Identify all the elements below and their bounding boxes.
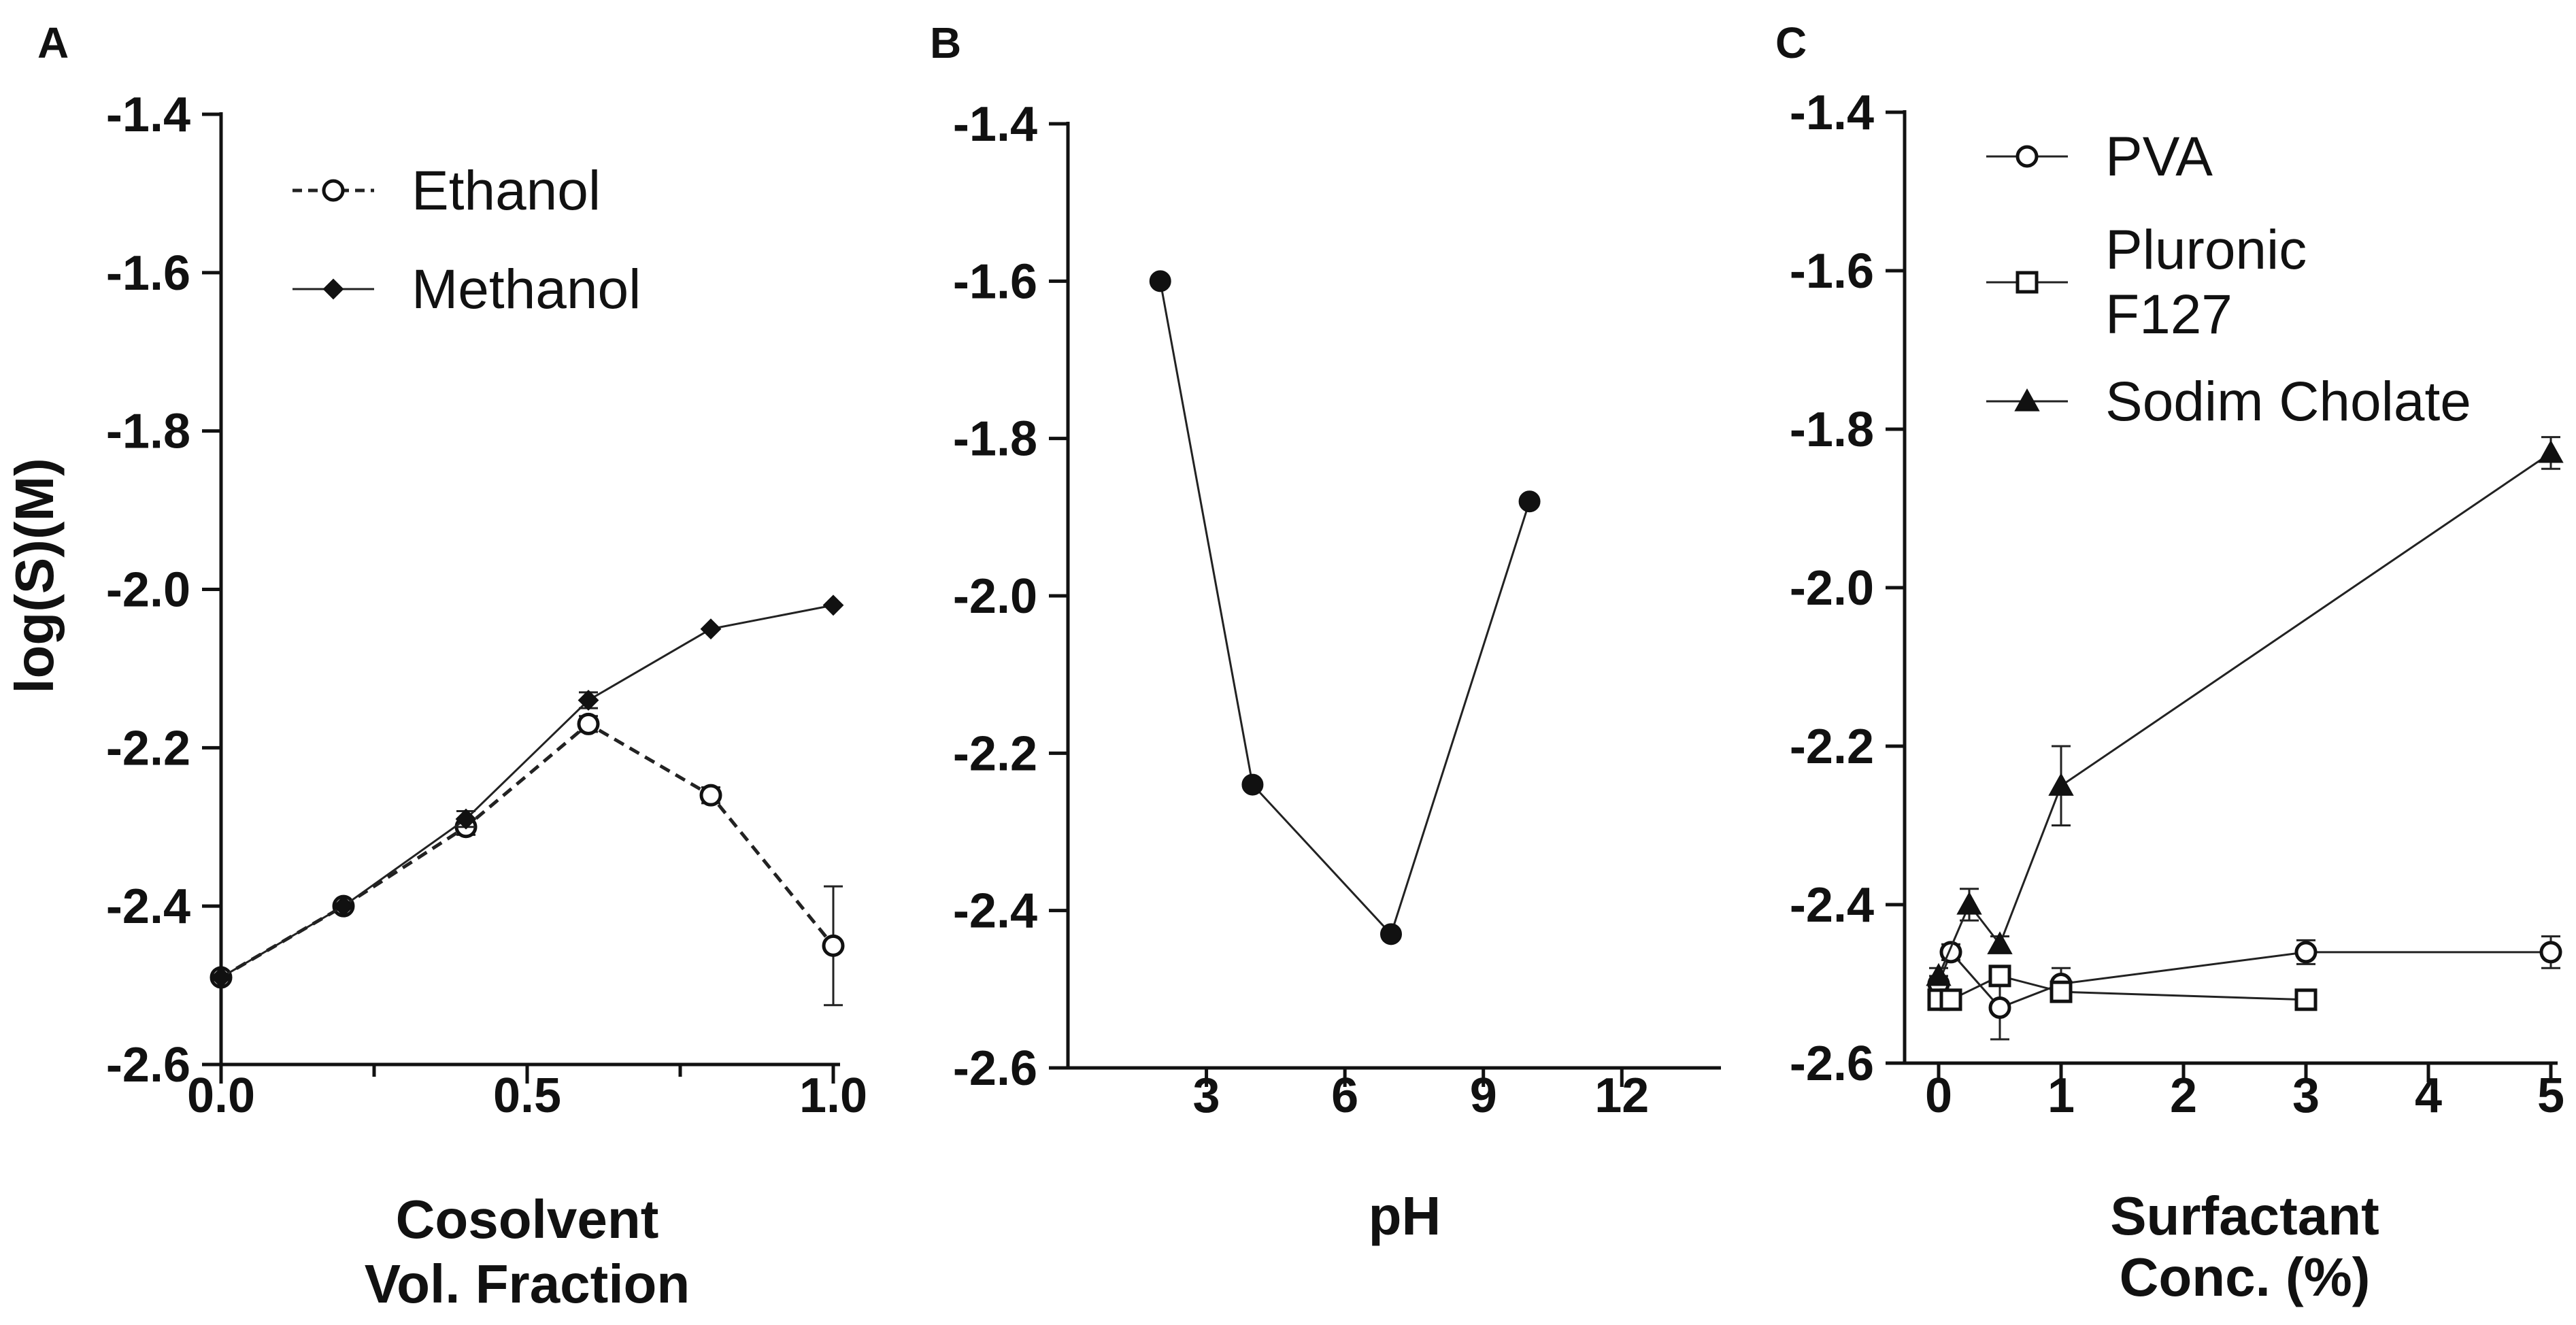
legend-marker xyxy=(2015,271,2039,294)
data-point-methanol xyxy=(700,618,722,640)
legend-item-ethanol: Ethanol xyxy=(292,160,601,222)
y-tick-label: -2.2 xyxy=(1790,720,1874,774)
data-point-pluronic-f127 xyxy=(2050,980,2073,1003)
panel-label-b: B xyxy=(930,18,961,67)
data-point-sodim-cholate xyxy=(1956,891,1982,915)
y-tick-label: -1.6 xyxy=(106,246,190,301)
panel-b: -1.4 -1.6 -1.8 -2.0 -2.2 -2.4 -2.6 3 6 9 12 pH xyxy=(953,97,1721,1246)
y-tick-label: -2.6 xyxy=(1790,1037,1874,1091)
data-point-ph xyxy=(1380,923,1402,945)
data-point-methanol xyxy=(822,594,844,616)
legend-label: F127 xyxy=(2105,284,2232,346)
y-tick-label: -2.2 xyxy=(106,721,190,775)
y-tick-label: -1.6 xyxy=(1790,244,1874,299)
series-sodim-cholate xyxy=(1926,436,2564,986)
legend-label: Ethanol xyxy=(412,160,601,222)
x-tick-label: 0.0 xyxy=(187,1069,255,1123)
y-axis-title: log(S)(M) xyxy=(4,458,65,694)
legend-label: Methanol xyxy=(412,258,641,320)
y-tick-label: -2.6 xyxy=(106,1038,190,1092)
series-line-ph xyxy=(1159,281,1531,937)
series-pluronic-f127 xyxy=(1927,965,2318,1011)
data-point-ph xyxy=(1518,490,1541,513)
x-tick-label: 1.0 xyxy=(799,1069,867,1123)
data-point-pva xyxy=(1988,996,2011,1019)
data-point-sodim-cholate xyxy=(2538,439,2564,463)
x-axis-title: Cosolvent xyxy=(396,1189,659,1249)
data-point-pluronic-f127 xyxy=(2294,988,2318,1011)
data-point-ph xyxy=(1149,270,1171,292)
y-tick-label: -2.0 xyxy=(1790,561,1874,616)
legend-marker xyxy=(2015,145,2039,168)
data-point-sodim-cholate xyxy=(2048,773,2074,796)
x-tick-label: 5 xyxy=(2537,1069,2564,1123)
panel-a: -1.4 -1.6 -1.8 -2.0 -2.2 -2.4 -2.60.0 0.5 1.0 Cos… xyxy=(4,88,867,1314)
panel-label-c: C xyxy=(1775,18,1807,67)
panel-c: -1.4 -1.6 -1.8 -2.0 -2.2 -2.4 -2.6 0 1 2 3 4 5 Surfac… xyxy=(1790,86,2564,1307)
data-point-pva xyxy=(2294,941,2318,964)
data-point-pluronic-f127 xyxy=(1939,988,1962,1011)
legend-label: Pluronic xyxy=(2105,219,2307,281)
legend-marker xyxy=(322,278,344,300)
data-point-methanol xyxy=(333,895,354,917)
legend-item-pva: PVA xyxy=(1986,126,2213,188)
data-point-ethanol xyxy=(577,712,600,735)
legend-item-sodim-cholate: Sodim Cholate xyxy=(1986,371,2471,433)
data-point-ph xyxy=(1241,773,1264,796)
x-tick-label: 1 xyxy=(2047,1069,2075,1123)
y-tick-label: -2.6 xyxy=(953,1041,1037,1096)
x-tick-label: 2 xyxy=(2170,1069,2197,1123)
x-axis-title: Conc. (%) xyxy=(2120,1247,2371,1307)
y-tick-label: -1.8 xyxy=(953,412,1037,467)
y-tick-label: -1.8 xyxy=(106,405,190,459)
x-tick-label: 12 xyxy=(1594,1069,1649,1123)
legend-item-methanol: Methanol xyxy=(292,258,641,320)
y-tick-label: -1.4 xyxy=(106,88,190,142)
y-tick-label: -2.4 xyxy=(106,879,190,934)
data-point-ethanol xyxy=(699,784,722,807)
x-axis-title: Vol. Fraction xyxy=(365,1254,690,1314)
legend-marker xyxy=(2014,388,2040,412)
y-tick-label: -2.0 xyxy=(106,563,190,618)
series-methanol xyxy=(210,594,844,988)
x-tick-label: 3 xyxy=(2292,1069,2320,1123)
legend-label: Sodim Cholate xyxy=(2105,371,2471,433)
data-point-pva xyxy=(2539,941,2562,964)
data-point-sodim-cholate xyxy=(1987,931,2013,954)
series-line-ethanol xyxy=(220,722,835,979)
data-point-ethanol xyxy=(822,934,845,957)
x-tick-label: 0.5 xyxy=(493,1069,561,1123)
y-tick-label: -2.2 xyxy=(953,726,1037,781)
y-tick-label: -2.0 xyxy=(953,569,1037,624)
y-tick-label: -1.4 xyxy=(953,97,1037,152)
y-tick-label: -1.6 xyxy=(953,254,1037,309)
x-tick-label: 0 xyxy=(1925,1069,1952,1123)
panel-label-a: A xyxy=(37,18,69,67)
data-point-methanol xyxy=(210,967,232,988)
legend-marker xyxy=(322,179,345,202)
data-point-methanol xyxy=(578,690,599,711)
legend-label: PVA xyxy=(2105,126,2213,188)
data-point-pluronic-f127 xyxy=(1988,965,2011,988)
series-ph xyxy=(1149,270,1541,945)
y-tick-label: -1.8 xyxy=(1790,403,1874,457)
x-tick-label: 9 xyxy=(1470,1069,1497,1123)
x-axis-title: Surfactant xyxy=(2110,1186,2379,1246)
series-line-methanol xyxy=(220,604,834,979)
data-point-sodim-cholate xyxy=(1926,962,1952,986)
x-tick-label: 3 xyxy=(1193,1069,1220,1123)
y-tick-label: -2.4 xyxy=(1790,878,1874,933)
x-tick-label: 6 xyxy=(1331,1069,1358,1123)
data-point-methanol xyxy=(455,808,477,830)
y-tick-label: -2.4 xyxy=(953,884,1037,939)
x-axis-title: pH xyxy=(1369,1186,1441,1246)
x-tick-label: 4 xyxy=(2415,1069,2442,1123)
y-tick-label: -1.4 xyxy=(1790,86,1874,140)
